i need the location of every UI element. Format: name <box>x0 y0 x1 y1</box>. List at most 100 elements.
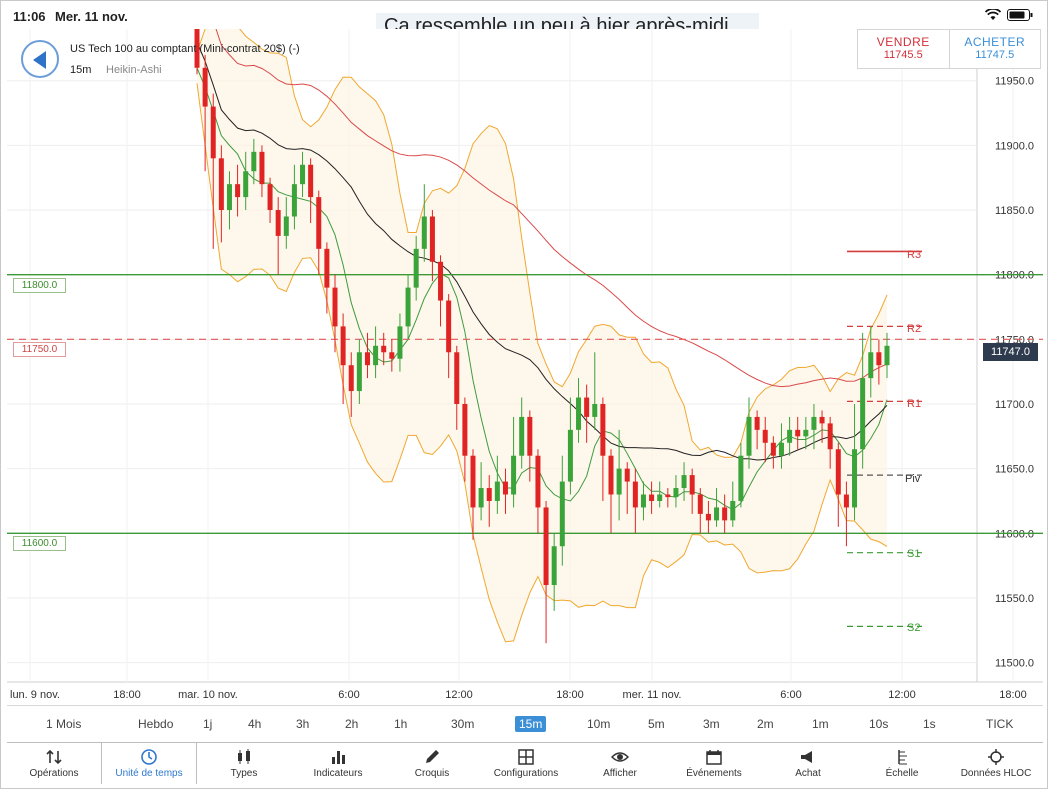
timeframe-tick[interactable]: TICK <box>986 717 1014 731</box>
candle-body <box>381 345 387 353</box>
candle-body <box>787 429 793 443</box>
candle-body <box>218 158 224 211</box>
candle-body <box>405 287 411 327</box>
timeframe-2h[interactable]: 2h <box>345 717 359 731</box>
candle-body <box>843 494 849 508</box>
timeframe-4h[interactable]: 4h <box>248 717 262 731</box>
sell-button[interactable]: VENDRE 11745.5 <box>858 30 949 68</box>
sell-price: 11745.5 <box>883 49 923 61</box>
tool-candles[interactable]: Types <box>197 743 291 784</box>
chart-area[interactable]: 11950.0 11900.0 11850.0 11800.0 11750.0 11700… <box>7 29 1043 702</box>
timeframe-2m[interactable]: 2m <box>757 717 774 731</box>
tool-clock[interactable]: Unité de temps <box>101 743 197 784</box>
timeframe-1j[interactable]: 1j <box>203 717 213 731</box>
candle-body <box>235 184 241 198</box>
timeframe-10m[interactable]: 10m <box>587 717 611 731</box>
candle-body <box>300 164 306 185</box>
timeframe-1s[interactable]: 1s <box>923 717 936 731</box>
candle-body <box>470 455 476 508</box>
timeframe-3m[interactable]: 3m <box>703 717 720 731</box>
candle-body <box>283 216 289 236</box>
candle-body <box>332 287 338 327</box>
candle-body <box>778 442 784 456</box>
time-tick-label: 6:00 <box>780 689 801 701</box>
candle-body <box>884 345 890 366</box>
crosshair-icon <box>988 749 1004 765</box>
level-label-11750[interactable]: 11750.0 <box>13 342 66 357</box>
pivot-r2-label: R2 <box>907 323 922 335</box>
candle-body <box>194 29 200 68</box>
candle-body <box>649 494 655 501</box>
tool-layout[interactable]: Configurations <box>479 743 573 784</box>
trade-panel: VENDRE 11745.5 ACHETER 11747.5 <box>857 29 1041 69</box>
bollinger-fill <box>197 29 887 642</box>
pivot-piv-label: Piv <box>905 473 921 485</box>
tool-label: Indicateurs <box>313 768 363 779</box>
candle-body <box>730 500 736 521</box>
timeframe-1-mois[interactable]: 1 Mois <box>46 717 82 731</box>
timeframe-5m[interactable]: 5m <box>648 717 665 731</box>
candle-body <box>827 423 833 450</box>
tool-pencil[interactable]: Croquis <box>385 743 479 784</box>
timeframe-1m[interactable]: 1m <box>812 717 829 731</box>
ma-long-line <box>215 29 888 388</box>
candle-body <box>681 475 687 489</box>
candle-body <box>714 507 720 521</box>
timeframe-15m[interactable]: 15m <box>515 716 547 732</box>
timeframe-hebdo[interactable]: Hebdo <box>138 717 174 731</box>
time-tick-label: 18:00 <box>999 689 1027 701</box>
timeframe-10s[interactable]: 10s <box>869 717 889 731</box>
candle-body <box>770 442 776 456</box>
candle-body <box>446 300 452 353</box>
candle-body <box>860 378 866 450</box>
tool-megaphone[interactable]: Achat <box>761 743 855 784</box>
timeframe-30m[interactable]: 30m <box>451 717 475 731</box>
candle-body <box>259 151 265 185</box>
pivot-r1-label: R1 <box>907 398 922 410</box>
candle-body <box>795 429 801 437</box>
candle-body <box>738 455 744 501</box>
buy-price: 11747.5 <box>975 49 1015 61</box>
tool-crosshair[interactable]: Données HLOC <box>949 743 1043 784</box>
tool-label: Afficher <box>603 768 637 779</box>
timeframe-3h[interactable]: 3h <box>296 717 310 731</box>
candle-body <box>413 248 419 288</box>
candle-body <box>616 468 622 495</box>
candle-body <box>868 352 874 379</box>
candles-icon <box>238 749 250 764</box>
candle-body <box>389 352 395 359</box>
tool-calendar[interactable]: Événements <box>667 743 761 784</box>
candle-body <box>835 449 841 495</box>
candle-body <box>592 403 598 417</box>
candle-body <box>275 210 281 236</box>
candle-body <box>316 197 322 249</box>
candle-body <box>746 416 752 456</box>
tool-scale[interactable]: Échelle <box>855 743 949 784</box>
layout-icon <box>518 749 534 765</box>
instrument-chart-type: Heikin-Ashi <box>106 64 162 76</box>
candle-body <box>519 416 525 456</box>
candle-body <box>754 416 760 430</box>
candle-body <box>852 449 858 508</box>
candle-body <box>511 455 517 495</box>
current-price-label: 11747.0 <box>983 343 1038 361</box>
back-button[interactable] <box>21 40 59 78</box>
tool-bars[interactable]: Indicateurs <box>291 743 385 784</box>
buy-button[interactable]: ACHETER 11747.5 <box>948 30 1041 68</box>
buy-label: ACHETER <box>964 35 1026 49</box>
pivot-s2-label: S2 <box>907 622 921 634</box>
tool-label: Types <box>230 768 258 779</box>
level-label-11600[interactable]: 11600.0 <box>13 536 66 551</box>
timeframe-1h[interactable]: 1h <box>394 717 408 731</box>
tool-eye[interactable]: Afficher <box>573 743 667 784</box>
ma-medium-line <box>196 41 888 461</box>
price-chart[interactable]: 11950.0 11900.0 11850.0 11800.0 11750.0 11700… <box>7 29 1043 702</box>
instrument-title: US Tech 100 au comptant (Mini-contrat 20… <box>70 43 300 55</box>
level-label-11800[interactable]: 11800.0 <box>13 278 66 293</box>
candle-body <box>640 494 646 508</box>
candle-body <box>267 184 273 211</box>
tool-arrows[interactable]: Opérations <box>7 743 101 784</box>
candle-body <box>308 164 314 198</box>
time-tick-label: 18:00 <box>556 689 584 701</box>
